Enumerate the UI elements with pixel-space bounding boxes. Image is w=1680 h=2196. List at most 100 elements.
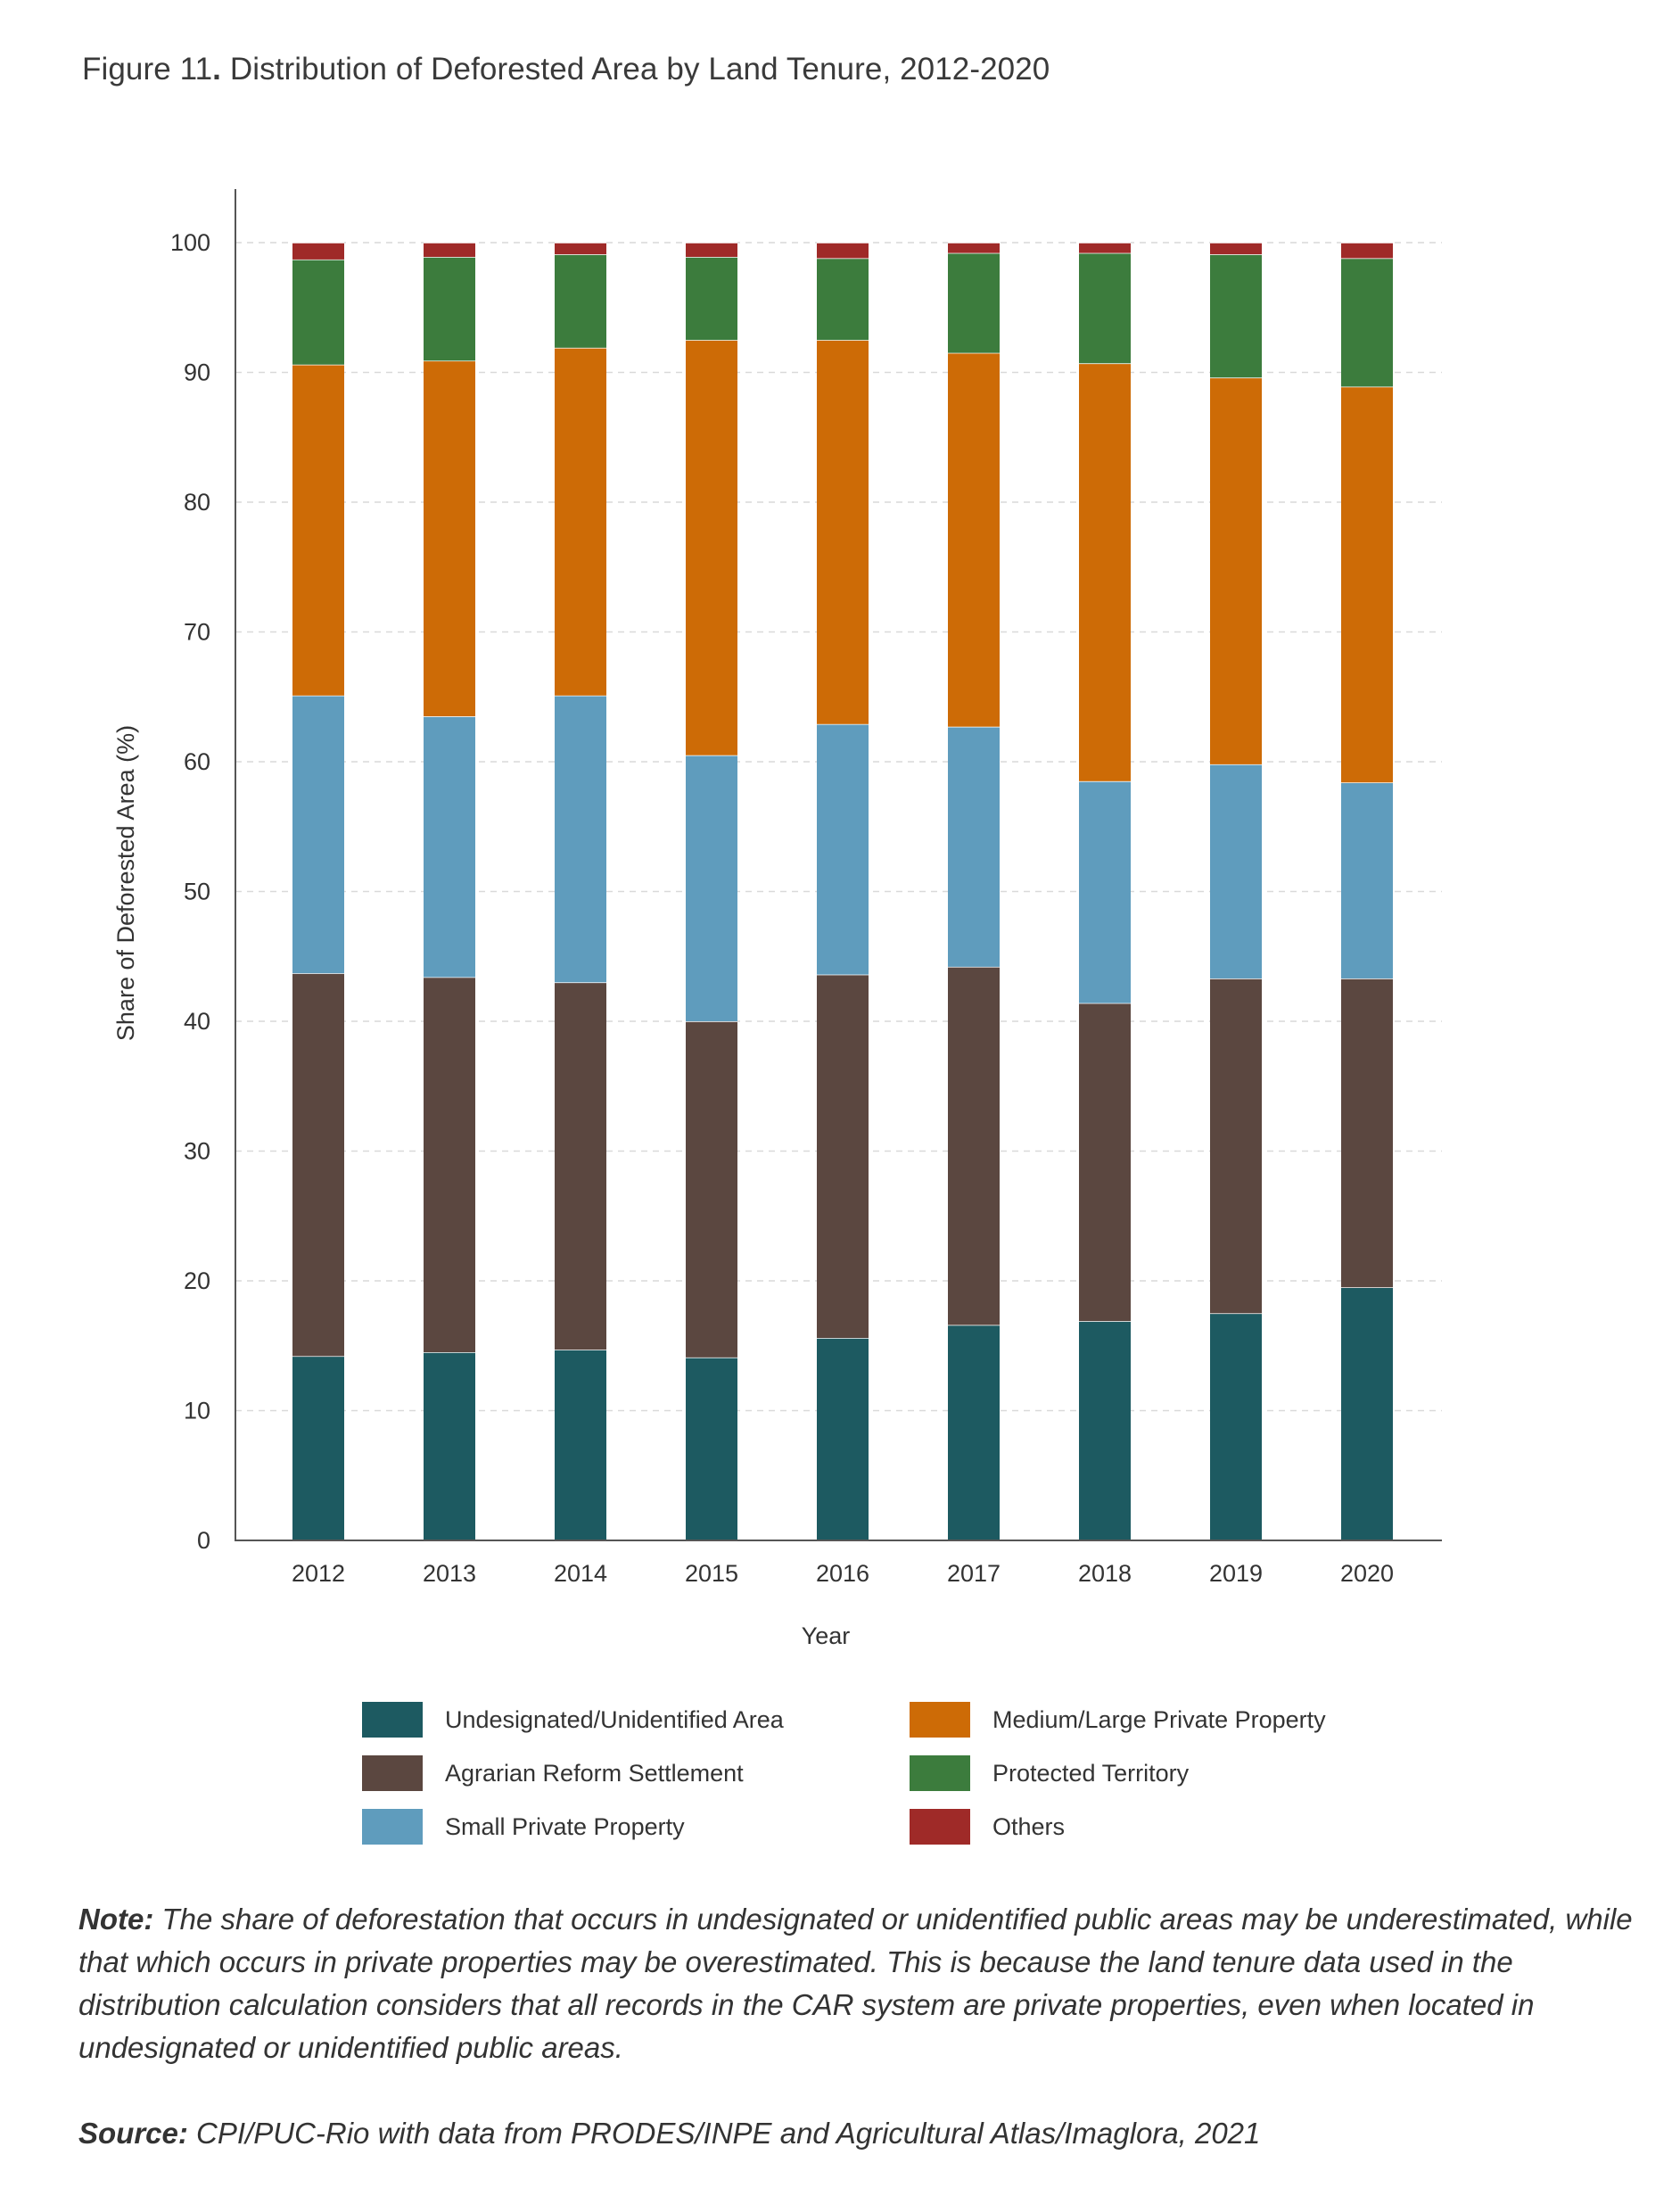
figure-title: Figure 11. Distribution of Deforested Ar…	[82, 52, 1050, 87]
bar-segment	[817, 258, 869, 341]
legend-label: Agrarian Reform Settlement	[445, 1759, 744, 1787]
legend-item: Undesignated/Unidentified Area	[362, 1702, 784, 1738]
bar-segment	[817, 974, 869, 1339]
figure-title-dot: .	[212, 52, 221, 87]
bar-segment	[1079, 363, 1131, 781]
bar-segment	[555, 254, 606, 348]
bar-segment	[292, 259, 344, 365]
bar-segment	[817, 723, 869, 975]
bar-segment	[948, 1325, 1000, 1540]
legend-item: Small Private Property	[362, 1809, 685, 1845]
y-tick-label: 70	[184, 619, 210, 646]
note-text: The share of deforestation that occurs i…	[78, 1903, 1633, 2064]
bar-segment	[555, 243, 606, 255]
bar-segment	[1210, 978, 1262, 1314]
bar-segment	[292, 973, 344, 1357]
bar-segment	[1341, 258, 1393, 387]
figure-title-text: Distribution of Deforested Area by Land …	[221, 52, 1050, 87]
bar-segment	[424, 257, 475, 361]
axes	[235, 189, 1442, 1541]
x-tick-label: 2012	[292, 1560, 345, 1587]
legend-label: Protected Territory	[992, 1759, 1190, 1787]
x-tick-label: 2018	[1078, 1560, 1132, 1587]
x-tick-label: 2015	[685, 1560, 738, 1587]
bar-segment	[686, 755, 737, 1021]
legend-swatch	[910, 1755, 970, 1791]
legend-item: Agrarian Reform Settlement	[362, 1755, 744, 1791]
bar-segment	[817, 340, 869, 724]
y-tick-label: 60	[184, 748, 210, 775]
x-tick-label: 2013	[423, 1560, 476, 1587]
bar-segment	[555, 1350, 606, 1540]
bar-segment	[555, 347, 606, 696]
bar-segment	[948, 352, 1000, 727]
bars	[292, 242, 1393, 1540]
y-tick-label: 50	[184, 879, 210, 905]
x-axis-title: Year	[802, 1622, 851, 1649]
bar-segment	[686, 1021, 737, 1358]
bar-segment	[424, 360, 475, 717]
legend-item: Protected Territory	[910, 1755, 1189, 1791]
bar-segment	[817, 1338, 869, 1540]
legend-swatch	[362, 1809, 423, 1845]
x-tick-label: 2016	[816, 1560, 869, 1587]
y-tick-label: 30	[184, 1138, 210, 1165]
bar-segment	[1079, 243, 1131, 253]
source: Source: CPI/PUC-Rio with data from PRODE…	[78, 2112, 1657, 2155]
bar-segment	[1079, 1321, 1131, 1540]
legend-swatch	[910, 1702, 970, 1738]
bar-segment	[948, 252, 1000, 353]
x-tick-label: 2019	[1209, 1560, 1263, 1587]
bar-segment	[424, 243, 475, 258]
bar-segment	[1341, 782, 1393, 978]
bar-segment	[292, 364, 344, 696]
bar-segment	[686, 340, 737, 755]
bar-segment	[948, 243, 1000, 253]
x-tick-labels: 2012 2013 2014 2015 2016 2017 2018 2019 2020	[292, 1560, 1394, 1587]
note-lead: Note:	[78, 1903, 154, 1936]
x-tick-label: 2020	[1340, 1560, 1394, 1587]
legend-label: Undesignated/Unidentified Area	[445, 1705, 784, 1733]
legend-swatch	[362, 1755, 423, 1791]
x-tick-label: 2014	[554, 1560, 607, 1587]
x-tick-label: 2017	[947, 1560, 1001, 1587]
source-lead: Source:	[78, 2117, 188, 2150]
legend-swatch	[910, 1809, 970, 1845]
bar-segment	[1210, 254, 1262, 378]
y-tick-label: 80	[184, 489, 210, 516]
bar-segment	[686, 257, 737, 341]
y-tick-label: 100	[170, 229, 210, 256]
bar-segment	[555, 695, 606, 983]
legend: Undesignated/Unidentified Area Medium/Lar…	[362, 1702, 1432, 1871]
bar-segment	[1079, 780, 1131, 1003]
y-tick-label: 10	[184, 1398, 210, 1424]
y-tick-labels: 0 10 20 30 40 50 60 70 80 90 100	[170, 229, 210, 1554]
y-tick-label: 90	[184, 359, 210, 386]
figure-title-prefix: Figure 11	[82, 52, 213, 87]
bar-segment	[686, 1357, 737, 1540]
bar-segment	[1341, 386, 1393, 783]
legend-item: Medium/Large Private Property	[910, 1702, 1326, 1738]
bar-segment	[292, 243, 344, 260]
legend-label: Small Private Property	[445, 1812, 685, 1840]
legend-swatch	[362, 1702, 423, 1738]
bar-segment	[1210, 764, 1262, 978]
y-tick-label: 40	[184, 1008, 210, 1035]
y-axis-title: Share of Deforested Area (%)	[112, 725, 139, 1041]
bar-segment	[424, 716, 475, 978]
bar-segment	[1341, 243, 1393, 259]
legend-label: Others	[992, 1812, 1066, 1840]
note: Note: The share of deforestation that oc…	[78, 1898, 1657, 2069]
bar-segment	[948, 966, 1000, 1325]
bar-segment	[1341, 1287, 1393, 1540]
y-tick-label: 0	[197, 1527, 210, 1554]
bar-segment	[948, 726, 1000, 967]
legend-label: Medium/Large Private Property	[992, 1705, 1326, 1733]
y-tick-label: 20	[184, 1267, 210, 1294]
bar-segment	[1341, 978, 1393, 1288]
bar-segment	[424, 1352, 475, 1540]
bar-segment	[686, 243, 737, 258]
bar-segment	[1210, 1313, 1262, 1540]
bar-segment	[292, 695, 344, 974]
